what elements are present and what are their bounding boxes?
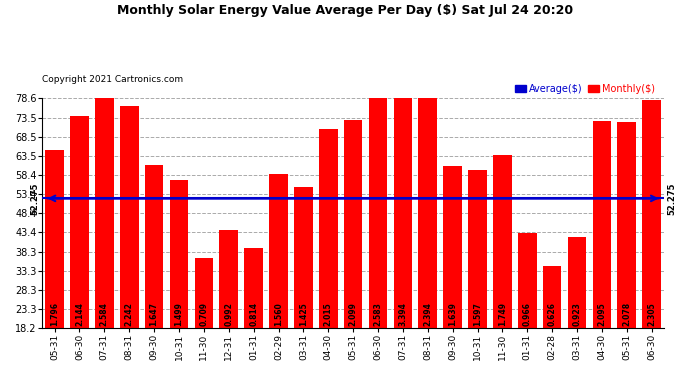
Text: Copyright 2021 Cartronics.com: Copyright 2021 Cartronics.com [42,75,184,84]
Text: 3.394: 3.394 [398,302,407,326]
Bar [269,174,288,328]
Text: 0.992: 0.992 [224,302,233,326]
Text: 1.499: 1.499 [175,302,184,326]
Bar [518,232,537,328]
Text: 0.966: 0.966 [523,302,532,326]
Text: 0.814: 0.814 [249,302,258,326]
Bar [642,100,661,328]
Text: 52.275: 52.275 [30,182,39,214]
Text: 0.709: 0.709 [199,302,208,326]
Bar [618,122,636,328]
Bar [368,72,387,328]
Bar [95,72,114,328]
Text: 2.584: 2.584 [100,302,109,326]
Text: 0.923: 0.923 [573,302,582,326]
Text: 2.095: 2.095 [598,303,607,326]
Bar [493,155,512,328]
Bar [219,230,238,328]
Bar [294,187,313,328]
Text: Monthly Solar Energy Value Average Per Day ($) Sat Jul 24 20:20: Monthly Solar Energy Value Average Per D… [117,4,573,17]
Text: 1.647: 1.647 [150,302,159,326]
Bar [393,0,412,328]
Bar [319,129,337,328]
Bar [469,170,487,328]
Bar [543,266,562,328]
Text: 0.626: 0.626 [548,302,557,326]
Legend: Average($), Monthly($): Average($), Monthly($) [511,80,659,98]
Bar [443,166,462,328]
Text: 1.749: 1.749 [498,302,507,326]
Bar [170,180,188,328]
Bar [568,237,586,328]
Bar [593,121,611,328]
Text: 1.425: 1.425 [299,303,308,326]
Text: 52.275: 52.275 [667,182,676,214]
Text: 2.583: 2.583 [373,302,382,326]
Text: 2.099: 2.099 [348,302,357,326]
Bar [46,150,64,328]
Text: 2.242: 2.242 [125,302,134,326]
Bar [244,248,263,328]
Bar [70,116,89,328]
Text: 1.560: 1.560 [274,303,283,326]
Text: 2.144: 2.144 [75,302,84,326]
Bar [418,91,437,328]
Text: 2.305: 2.305 [647,303,656,326]
Bar [120,106,139,328]
Text: 1.597: 1.597 [473,302,482,326]
Bar [145,165,164,328]
Text: 2.394: 2.394 [423,302,432,326]
Text: 2.015: 2.015 [324,303,333,326]
Bar [344,120,362,328]
Bar [195,258,213,328]
Text: 1.639: 1.639 [448,302,457,326]
Text: 2.078: 2.078 [622,302,631,326]
Text: 1.796: 1.796 [50,302,59,326]
